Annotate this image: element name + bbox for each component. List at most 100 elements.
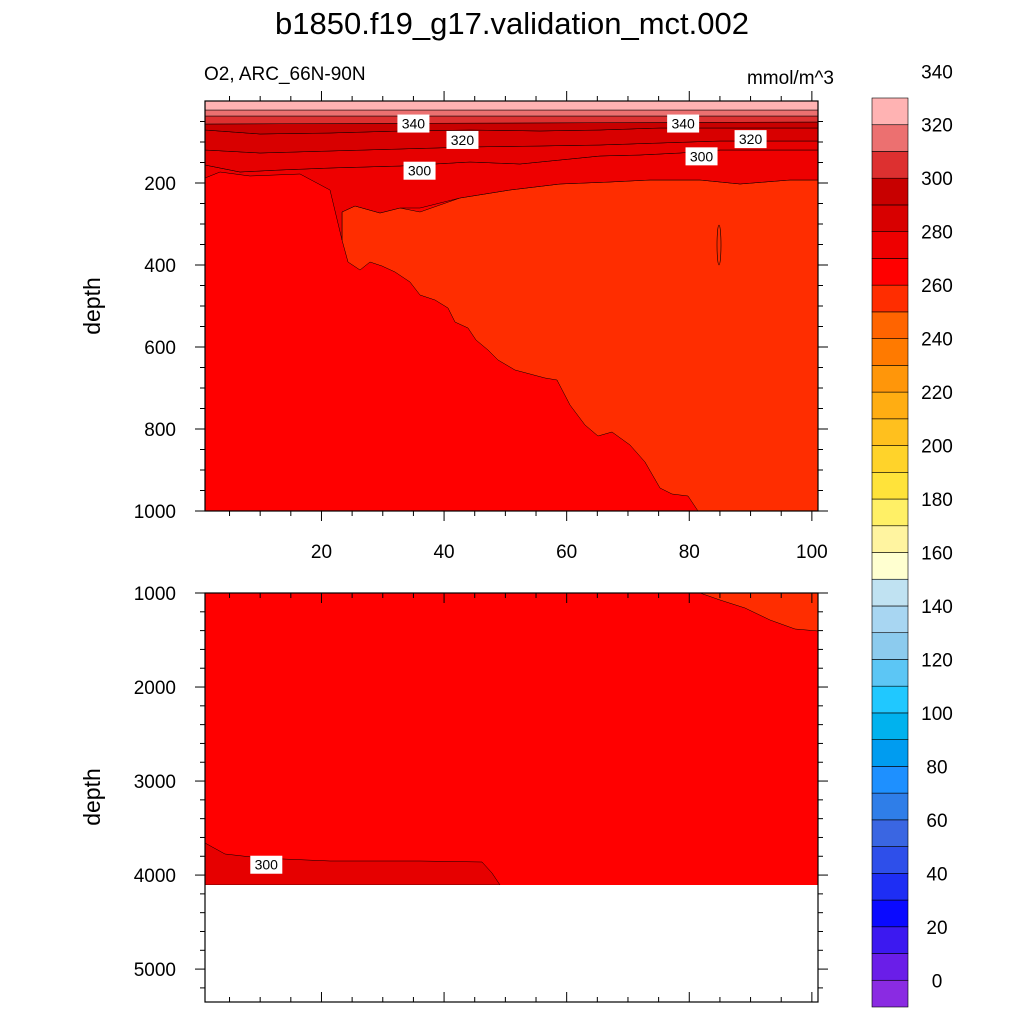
colorbar-swatch <box>871 819 909 847</box>
contour-label: 300 <box>690 148 714 164</box>
colorbar-label: 180 <box>921 490 953 511</box>
colorbar-label: 20 <box>926 918 947 939</box>
colorbar-swatch <box>871 873 909 901</box>
contour-label: 300 <box>408 163 432 179</box>
colorbar-swatch <box>871 365 909 393</box>
colorbar-swatch <box>871 685 909 714</box>
colorbar-swatch <box>871 391 909 420</box>
colorbar-swatch <box>871 338 909 366</box>
contour-label-box <box>734 130 767 149</box>
colorbar-swatch <box>871 926 909 954</box>
upper-y-tick-label: 600 <box>144 338 176 359</box>
colorbar-swatch <box>871 445 909 473</box>
contour-350-region <box>204 109 819 117</box>
colorbar: 0 20 40 60 80 100 120 140 160 180 200 220 240 260 280 3… <box>871 62 953 1008</box>
colorbar-swatch <box>871 792 909 821</box>
colorbar-swatch <box>871 97 909 126</box>
contour-label: 320 <box>451 132 475 148</box>
lower-background-300 <box>205 593 818 885</box>
upper-y-tick-label: 1000 <box>134 502 176 523</box>
colorbar-swatch <box>871 124 909 152</box>
contour-label: 340 <box>402 116 426 132</box>
contour-label-box <box>685 147 718 166</box>
colorbar-swatch <box>871 578 909 607</box>
isolated-contour <box>716 224 722 266</box>
upper-y-axis-label: depth <box>79 277 105 335</box>
upper-x-tick-label: 100 <box>796 542 828 563</box>
lower-ticks: 1000 2000 3000 4000 5000 <box>134 584 828 1002</box>
colorbar-swatch <box>871 311 909 339</box>
colorbar-swatch <box>871 766 909 794</box>
colorbar-label: 60 <box>926 811 947 832</box>
colorbar-swatch <box>871 525 909 553</box>
contour-label-box <box>250 855 283 874</box>
colorbar-swatch <box>871 605 909 634</box>
colorbar-label: 340 <box>921 62 953 83</box>
lower-panel: 1000 2000 3000 4000 5000 300 depth <box>79 584 828 1003</box>
units-label: mmol/m^3 <box>746 68 834 89</box>
colorbar-swatch <box>871 284 909 313</box>
upper-x-tick-label: 60 <box>556 542 577 563</box>
upper-y-tick-label: 400 <box>144 256 176 277</box>
variable-region-label: O2, ARC_66N-90N <box>204 64 366 85</box>
no-data-region <box>205 885 818 1002</box>
lower-contour-labels: 300 <box>250 855 283 874</box>
colorbar-swatch <box>871 632 909 660</box>
upper-x-tick-label: 80 <box>679 542 700 563</box>
colorbar-swatch <box>871 151 909 179</box>
contour-label-box <box>397 114 430 133</box>
upper-x-tick-label: 40 <box>433 542 454 563</box>
colorbar-swatch <box>871 712 909 740</box>
colorbar-swatch <box>871 953 909 981</box>
upper-y-tick-label: 800 <box>144 420 176 441</box>
lower-y-tick-label: 3000 <box>134 772 176 793</box>
contour-label: 320 <box>739 131 763 147</box>
colorbar-label: 140 <box>921 597 953 618</box>
colorbar-swatch <box>871 739 909 767</box>
colorbar-label: 200 <box>921 437 953 458</box>
colorbar-swatch <box>871 979 909 1008</box>
colorbar-swatch <box>871 204 909 232</box>
lower-y-axis-label: depth <box>79 768 105 826</box>
colorbar-swatch <box>871 471 909 500</box>
lower-y-tick-label: 1000 <box>134 584 176 605</box>
colorbar-swatch <box>871 846 909 874</box>
colorbar-label: 40 <box>926 864 947 885</box>
upper-contour-labels: 340 320 300 340 320 300 <box>397 114 767 180</box>
colorbar-swatch <box>871 552 909 580</box>
contour-label-box <box>667 114 700 133</box>
colorbar-label: 220 <box>921 383 953 404</box>
colorbar-label: 120 <box>921 650 953 671</box>
contour-label: 340 <box>671 116 695 132</box>
colorbar-swatch <box>871 177 909 206</box>
lower-y-tick-label: 2000 <box>134 678 176 699</box>
contour-360-region <box>204 100 819 111</box>
colorbar-swatch <box>871 899 909 928</box>
colorbar-label: 300 <box>921 169 953 190</box>
lower-y-tick-label: 4000 <box>134 866 176 887</box>
colorbar-label: 160 <box>921 544 953 565</box>
colorbar-label: 80 <box>926 757 947 778</box>
upper-ticks: 20 40 60 80 100 200 400 600 800 1000 <box>134 91 828 563</box>
colorbar-label: 100 <box>921 704 953 725</box>
colorbar-label: 240 <box>921 330 953 351</box>
contour-label-box <box>446 130 479 149</box>
upper-y-tick-label: 200 <box>144 174 176 195</box>
colorbar-label: 260 <box>921 276 953 297</box>
lower-frame <box>204 592 819 1003</box>
colorbar-label: 0 <box>932 971 943 992</box>
colorbar-swatch <box>871 231 909 259</box>
colorbar-swatch <box>871 498 909 527</box>
colorbar-label: 280 <box>921 223 953 244</box>
colorbar-swatch <box>871 258 909 286</box>
upper-x-tick-label: 20 <box>311 542 332 563</box>
colorbar-swatch <box>871 659 909 687</box>
chart-title: b1850.f19_g17.validation_mct.002 <box>275 6 749 41</box>
contour-label-box <box>403 161 436 180</box>
lower-y-tick-label: 5000 <box>134 960 176 981</box>
contour-label: 300 <box>255 857 279 873</box>
colorbar-label: 320 <box>921 116 953 137</box>
colorbar-swatch <box>871 418 909 446</box>
